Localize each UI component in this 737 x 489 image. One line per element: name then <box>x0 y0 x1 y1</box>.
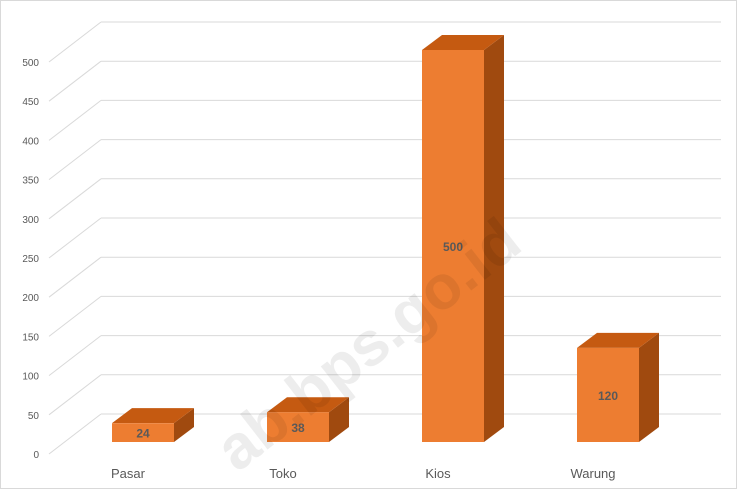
gridline-diagonal <box>48 21 102 63</box>
category-label: Toko <box>269 466 296 481</box>
bar-front-face <box>112 423 174 442</box>
gridline-diagonal <box>48 178 102 220</box>
y-tick-label: 100 <box>22 372 39 383</box>
bar-top-face <box>267 397 349 413</box>
gridline-diagonal <box>48 100 102 141</box>
bar-side-face <box>329 397 349 442</box>
gridline-diagonal <box>48 335 102 376</box>
bar-side-face <box>174 408 194 442</box>
gridline-diagonal <box>48 374 102 416</box>
gridline-diagonal <box>48 413 102 455</box>
bar-toko: 38 <box>267 397 349 442</box>
bar-front-face <box>267 412 329 442</box>
bar-side-face <box>639 332 659 442</box>
y-tick-label: 450 <box>22 97 39 108</box>
data-label: 500 <box>443 240 463 254</box>
bars: 24 38 500 120 <box>112 35 659 442</box>
bar-side-face <box>484 35 504 442</box>
data-label: 24 <box>136 427 150 441</box>
y-tick-label: 500 <box>22 58 39 69</box>
gridline-diagonal <box>48 60 102 102</box>
data-label: 120 <box>598 389 618 403</box>
gridline-diagonal <box>48 139 102 180</box>
category-labels: Pasar Toko Kios Warung <box>111 466 616 481</box>
bar-top-face <box>112 408 194 424</box>
y-tick-label: 250 <box>22 254 39 265</box>
bar-top-face <box>577 332 659 348</box>
gridline-diagonal <box>48 217 102 259</box>
y-tick-label: 200 <box>22 293 39 304</box>
gridlines <box>48 21 721 455</box>
y-tick-label: 300 <box>22 215 39 226</box>
bar-kios: 500 <box>422 35 504 442</box>
bar-front-face <box>577 347 639 442</box>
bar-pasar: 24 <box>112 408 194 442</box>
category-label: Pasar <box>111 466 146 481</box>
gridline-diagonal <box>48 296 102 337</box>
y-axis-tick-labels: 0 50 100 150 200 250 300 350 400 450 500 <box>22 58 39 461</box>
gridline-diagonal <box>48 256 102 298</box>
y-tick-label: 350 <box>22 176 39 187</box>
y-tick-label: 0 <box>33 450 39 461</box>
data-label: 38 <box>291 421 305 435</box>
y-tick-label: 400 <box>22 136 39 147</box>
bar-top-face <box>422 35 504 50</box>
y-tick-label: 50 <box>28 411 40 422</box>
category-label: Warung <box>570 466 615 481</box>
bar-front-face <box>422 50 484 442</box>
category-label: Kios <box>425 466 451 481</box>
bar-warung: 120 <box>577 332 659 442</box>
y-tick-label: 150 <box>22 332 39 343</box>
